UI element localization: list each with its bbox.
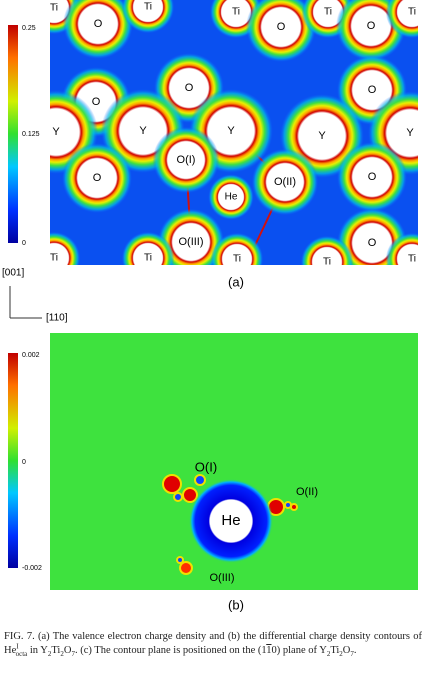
caption-text: Ti: [51, 645, 61, 656]
figure: Ti O Ti Ti O Ti O Ti O O O Y Y Y Y Y O(I) O O(II) O He O(III)…: [2, 0, 418, 612]
atom-halo: [251, 148, 319, 216]
caption-text: 0) plane of Y: [271, 645, 327, 656]
atom-label: Ti: [324, 7, 332, 18]
atom-label: O: [93, 172, 102, 184]
density-lobe: [176, 556, 184, 564]
atom-label: O: [277, 21, 286, 33]
atom-label: He: [221, 512, 240, 529]
density-lobe: [290, 503, 298, 511]
atom-label: O: [94, 18, 103, 30]
panel-label: (a): [228, 274, 244, 289]
atom-label: Y: [52, 126, 60, 138]
colorbar-tick-label: 0.002: [22, 352, 40, 359]
atom-halo: [63, 0, 133, 59]
atom-label: Ti: [408, 254, 416, 265]
panel-b-map: O(I) O(II) He O(III): [162, 459, 318, 584]
atom-label: Ti: [233, 254, 241, 265]
atom-label: O(III): [178, 236, 203, 248]
caption-text: 2: [47, 650, 52, 659]
caption-text: .: [353, 645, 357, 656]
atom-label: O: [368, 171, 377, 183]
axis-label: [110]: [46, 313, 68, 324]
colorbar-tick-label: 0.125: [22, 131, 40, 138]
colorbar-tick-label: 0: [22, 240, 26, 247]
density-lobe: [194, 474, 206, 486]
atom-label: Ti: [144, 253, 152, 264]
colorbar-tick-label: 0: [22, 459, 26, 466]
atom-label: O(II): [296, 486, 318, 498]
caption-text: O: [63, 645, 72, 656]
caption-text: FIG. 7. (a) The valence electron charge …: [4, 631, 422, 656]
atom-label: Ti: [408, 7, 416, 18]
axis-label: [001]: [2, 268, 24, 279]
atom-label: Y: [406, 127, 414, 139]
atom-halo: [121, 0, 175, 34]
caption-text: 7: [350, 650, 354, 659]
atom-label: O(I): [177, 154, 196, 166]
atom-label: O(III): [209, 572, 234, 584]
density-lobe: [182, 487, 198, 503]
caption-text: 2: [326, 650, 331, 659]
caption-text: O: [342, 645, 351, 656]
atom-label: He: [225, 192, 238, 203]
caption-text: 7: [71, 650, 75, 659]
atom-halo: [152, 126, 220, 194]
atom-label: O: [368, 84, 377, 96]
colorbar-tick-label: -0.002: [22, 565, 42, 572]
colorbar-a: [8, 25, 18, 243]
atom-halo: [62, 143, 132, 213]
colorbar-b: [8, 353, 18, 568]
atom-halo: [300, 235, 354, 265]
atom-label: O: [368, 237, 377, 249]
atom-label: O: [185, 82, 194, 94]
atom-label: O(I): [195, 459, 217, 474]
atom-halo: [157, 208, 225, 265]
atom-label: O: [92, 96, 101, 108]
atom-halo: [121, 231, 175, 265]
caption-text: 2: [60, 650, 64, 659]
atom-label: Ti: [50, 253, 58, 264]
caption-text: 2: [339, 650, 343, 659]
panel-a-map: Ti O Ti Ti O Ti O Ti O O O Y Y Y Y Y O(I) O O(II) O He O(III)…: [50, 0, 418, 268]
atom-label: O: [367, 20, 376, 32]
colorbar-tick-label: 0.25: [22, 25, 36, 32]
atom-halo: [246, 0, 316, 62]
caption-text: 1: [266, 645, 272, 656]
atom-label: Y: [227, 125, 235, 137]
density-lobe: [162, 474, 182, 494]
he-depletion: [189, 479, 273, 563]
atom-label: Y: [139, 125, 147, 137]
atom-halo: [208, 174, 254, 220]
caption-text: octa: [15, 650, 28, 659]
atom-label: O(II): [274, 176, 296, 188]
caption-text: in Y: [27, 645, 48, 656]
atom-halo: [210, 232, 264, 265]
caption: FIG. 7. (a) The valence electron charge …: [4, 630, 422, 658]
caption-text: . (c) The contour plane is positioned on…: [74, 645, 267, 656]
caption-text: Ti: [330, 645, 340, 656]
atom-halo: [385, 232, 418, 265]
density-lobe: [179, 561, 193, 575]
panel-label: (b): [228, 597, 244, 612]
atom-halo: [50, 231, 81, 265]
atom-label: Ti: [232, 7, 240, 18]
atom-label: Ti: [323, 257, 331, 268]
atom-label: Ti: [144, 2, 152, 13]
atom-label: Y: [318, 130, 326, 142]
atom-halo: [385, 0, 418, 39]
atom-halo: [337, 142, 407, 212]
caption-text: I: [16, 642, 19, 651]
atom-label: Ti: [50, 3, 58, 14]
density-lobe: [173, 492, 183, 502]
